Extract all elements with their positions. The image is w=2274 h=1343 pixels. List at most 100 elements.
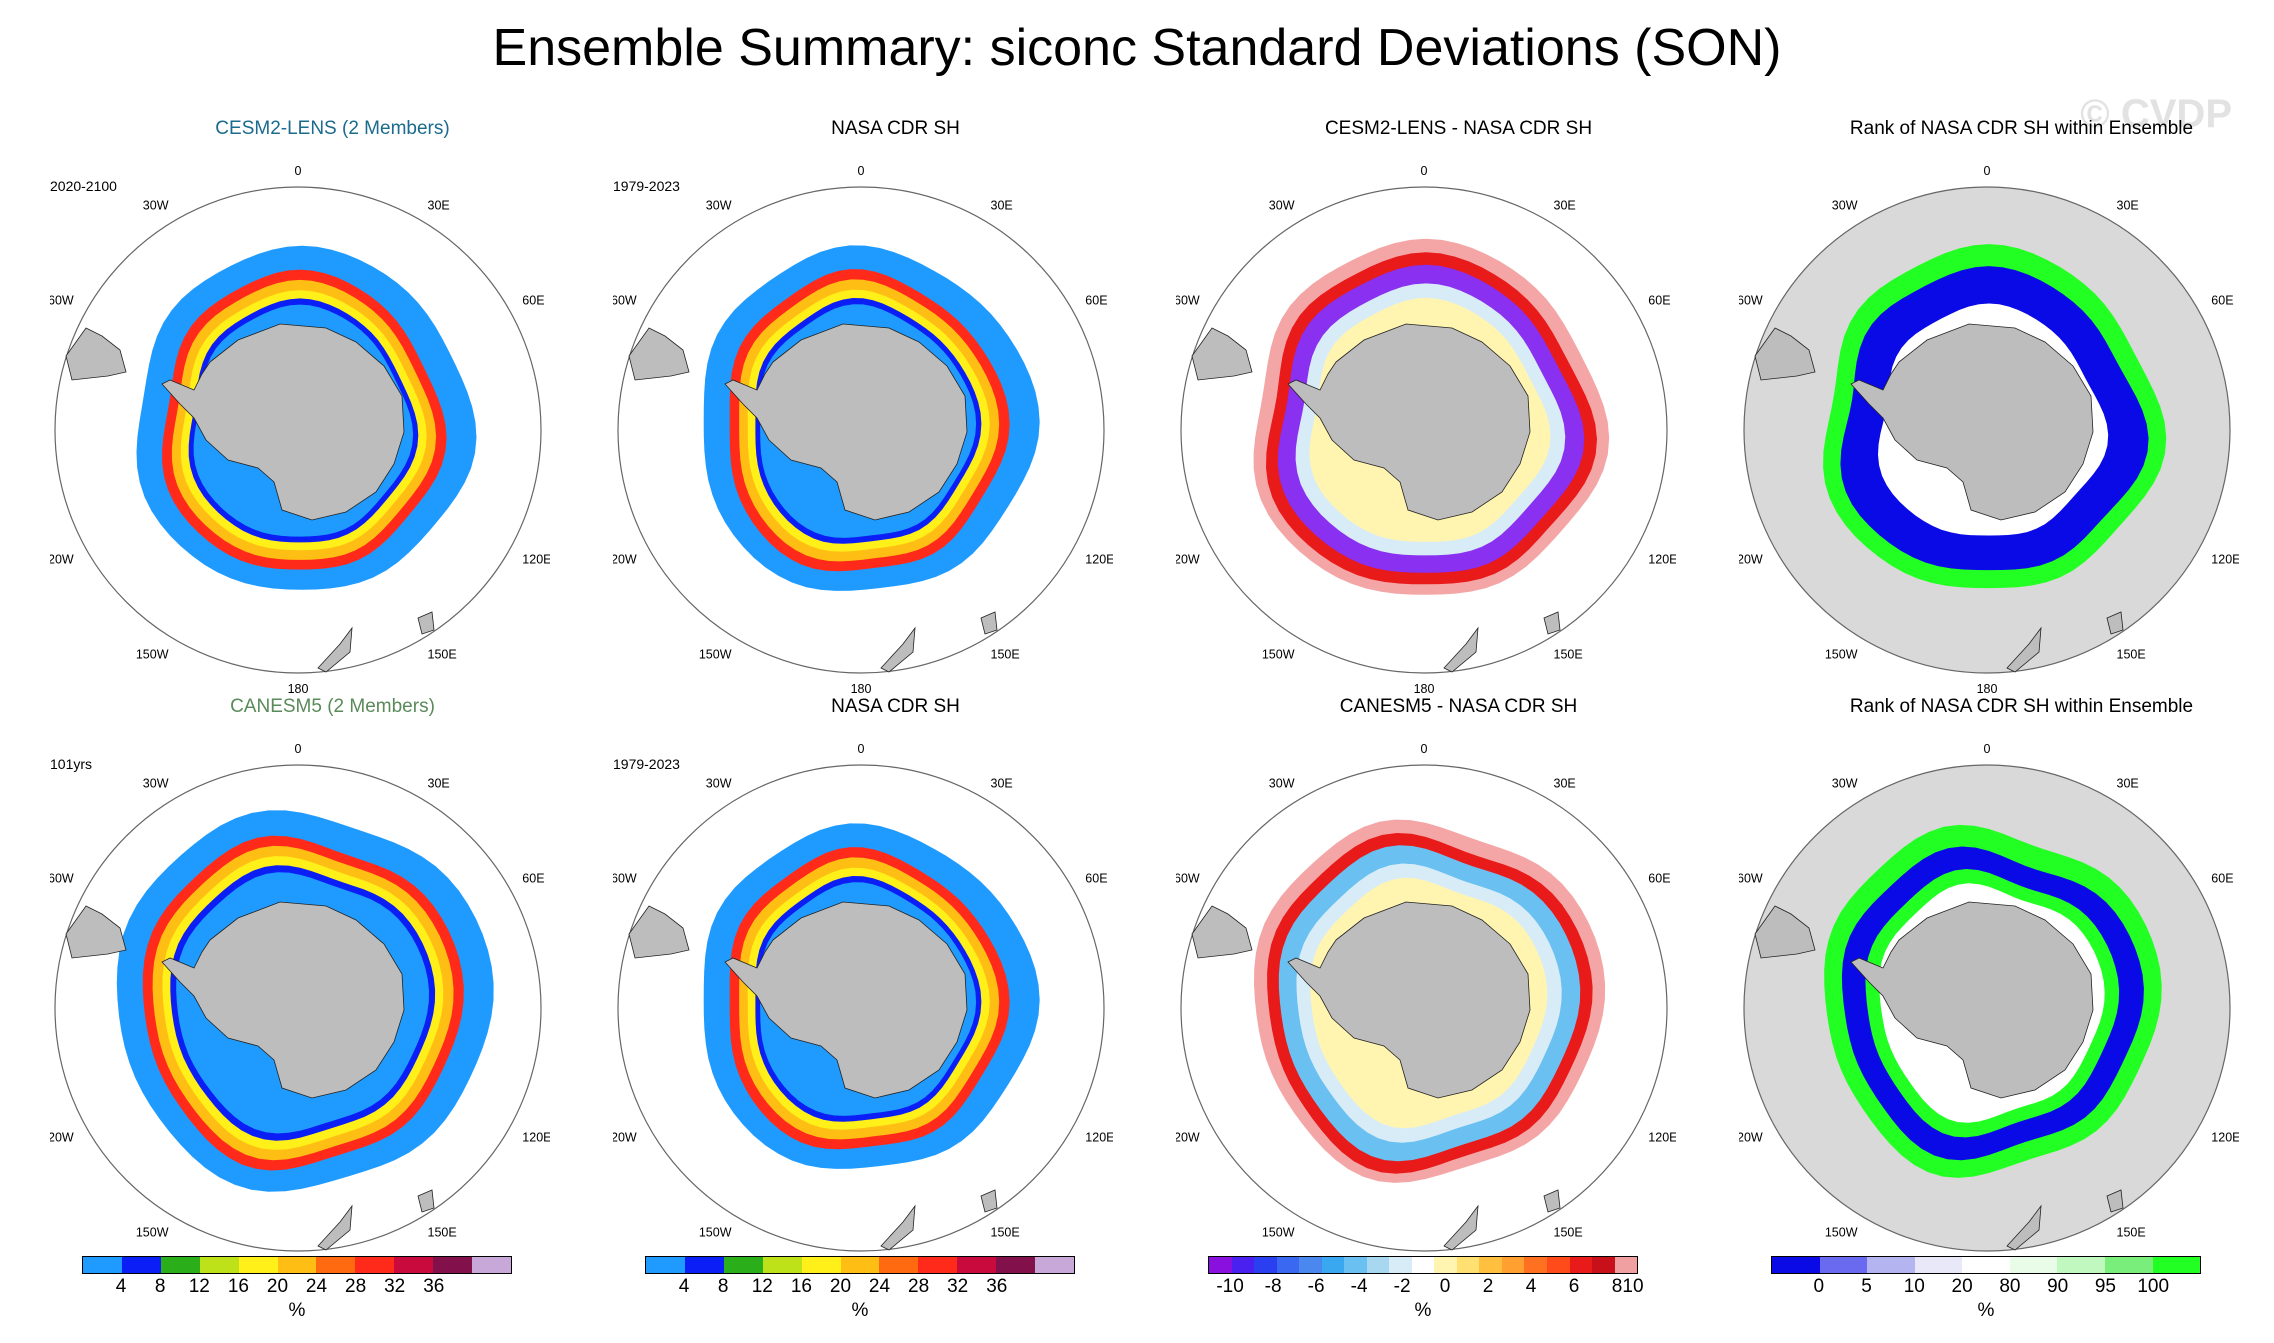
polar-map: 030E60E90E120E150E180150W120W90W60W30W <box>1739 742 2239 1274</box>
longitude-label: 150E <box>1554 647 1583 661</box>
longitude-label: 0 <box>1421 164 1428 178</box>
colorbar-swatch <box>2152 1257 2201 1273</box>
colorbar-swatch <box>1819 1257 1868 1273</box>
colorbar-tick-label: 12 <box>188 1276 210 1297</box>
colorbar-units: % <box>1977 1300 1995 1321</box>
colorbar-tick-label: 36 <box>986 1276 1008 1297</box>
longitude-label: 30W <box>143 777 169 791</box>
colorbar-swatch <box>762 1257 802 1273</box>
colorbar-tick-label: 90 <box>2047 1276 2069 1297</box>
period-label: 1979-2023 <box>613 756 680 772</box>
longitude-label: 60W <box>50 294 74 308</box>
colorbar-tick-label: 5 <box>1861 1276 1872 1297</box>
colorbar-swatch <box>1914 1257 1963 1273</box>
colorbar-swatch <box>1501 1257 1525 1273</box>
longitude-label: 150W <box>699 1225 732 1239</box>
colorbar-units: % <box>1414 1300 1432 1321</box>
colorbar-tick-label: 4 <box>1525 1276 1537 1297</box>
colorbar-swatch <box>83 1257 122 1273</box>
colorbar-swatch <box>1569 1257 1593 1273</box>
longitude-label: 120E <box>1085 553 1113 567</box>
colorbar-swatch <box>1209 1257 1232 1273</box>
colorbar-swatch <box>1035 1257 1074 1273</box>
colorbar-swatch <box>879 1257 919 1273</box>
longitude-label: 150W <box>1262 647 1295 661</box>
colorbar-swatch <box>1254 1257 1277 1273</box>
longitude-label: 0 <box>1984 164 1991 178</box>
colorbar-swatch <box>1962 1257 2010 1273</box>
colorbar-tick-label: 8 <box>1611 1276 1623 1297</box>
colorbar-swatch <box>646 1257 685 1273</box>
colorbar-swatch <box>1546 1257 1570 1273</box>
longitude-label: 120E <box>522 1131 550 1145</box>
tasmania-landmass <box>2106 611 2124 635</box>
colorbar-swatches <box>1771 1256 2201 1274</box>
new-zealand-landmass <box>317 626 353 673</box>
colorbar-swatch <box>840 1257 880 1273</box>
colorbar-sd_obs: 4 8 12 16 20 24 28 32 36% <box>645 1256 1075 1328</box>
polar-map: 030E60E90E120E150E180150W120W90W60W30W <box>50 742 550 1274</box>
colorbar-swatch <box>199 1257 239 1273</box>
colorbar-swatch <box>277 1257 317 1273</box>
longitude-label: 60W <box>50 872 74 886</box>
longitude-label: 150W <box>136 1225 169 1239</box>
longitude-label: 30W <box>143 199 169 213</box>
colorbar-swatch <box>2009 1257 2058 1273</box>
longitude-label: 30E <box>1554 199 1576 213</box>
longitude-label: 30E <box>428 777 450 791</box>
colorbar-tick-label: -2 <box>1393 1276 1411 1297</box>
colorbar-tick-label: 80 <box>1999 1276 2021 1297</box>
longitude-label: 60E <box>1648 872 1670 886</box>
antarctica-landmass <box>724 901 968 1099</box>
colorbar-tick-label: 36 <box>423 1276 445 1297</box>
longitude-label: 150E <box>428 647 457 661</box>
colorbar-tick-label: 4 <box>115 1276 127 1297</box>
longitude-label: 30E <box>991 777 1013 791</box>
colorbar-swatch <box>1276 1257 1300 1273</box>
longitude-label: 60W <box>1176 872 1200 886</box>
longitude-label: 150E <box>428 1225 457 1239</box>
tasmania-landmass <box>1543 1189 1561 1213</box>
longitude-label: 60E <box>1648 294 1670 308</box>
map-panel: Rank of NASA CDR SH within Ensemble 0 30E 6… <box>1739 118 2274 698</box>
longitude-label: 0 <box>858 742 865 756</box>
tasmania-landmass <box>2106 1189 2124 1213</box>
longitude-label: 30E <box>991 199 1013 213</box>
map-panel: CESM2-LENS (2 Members)2020-2100030E60E90… <box>50 118 615 698</box>
colorbar-tick-label: -6 <box>1307 1276 1325 1297</box>
colorbar-swatch <box>1299 1257 1322 1273</box>
colorbar-tick-label: 16 <box>790 1276 812 1297</box>
colorbar-swatch <box>1614 1257 1638 1273</box>
colorbar-swatches <box>645 1256 1075 1274</box>
colorbar-swatches <box>82 1256 512 1274</box>
south-america-landmass <box>1191 327 1253 381</box>
longitude-label: 120W <box>1176 1131 1200 1145</box>
panel-title: CESM2-LENS - NASA CDR SH <box>1324 118 1593 139</box>
colorbar-tick-label: -8 <box>1264 1276 1282 1297</box>
longitude-label: 120E <box>2211 1131 2239 1145</box>
longitude-label: 120W <box>613 553 637 567</box>
colorbar-swatch <box>1411 1257 1435 1273</box>
period-label: 2020-2100 <box>50 178 117 194</box>
colorbar-swatch <box>1592 1257 1615 1273</box>
longitude-label: 120W <box>613 1131 637 1145</box>
longitude-label: 60W <box>613 294 637 308</box>
longitude-label: 30E <box>1554 777 1576 791</box>
south-america-landmass <box>65 327 127 381</box>
longitude-label: 150W <box>1825 647 1858 661</box>
longitude-label: 150E <box>991 1225 1020 1239</box>
colorbar-swatch <box>1344 1257 1367 1273</box>
colorbar-swatch <box>1366 1257 1390 1273</box>
colorbar-units: % <box>851 1300 869 1321</box>
antarctica-landmass <box>161 901 405 1099</box>
longitude-label: 60W <box>1739 872 1763 886</box>
longitude-label: 180 <box>851 682 872 696</box>
longitude-label: 30E <box>428 199 450 213</box>
panel-title: CANESM5 (2 Members) <box>230 696 435 717</box>
colorbar-tick-label: 95 <box>2094 1276 2116 1297</box>
tasmania-landmass <box>417 1189 435 1213</box>
south-america-landmass <box>628 327 690 381</box>
longitude-label: 30W <box>1832 199 1858 213</box>
colorbar-swatch <box>121 1257 161 1273</box>
longitude-label: 150W <box>1262 1225 1295 1239</box>
